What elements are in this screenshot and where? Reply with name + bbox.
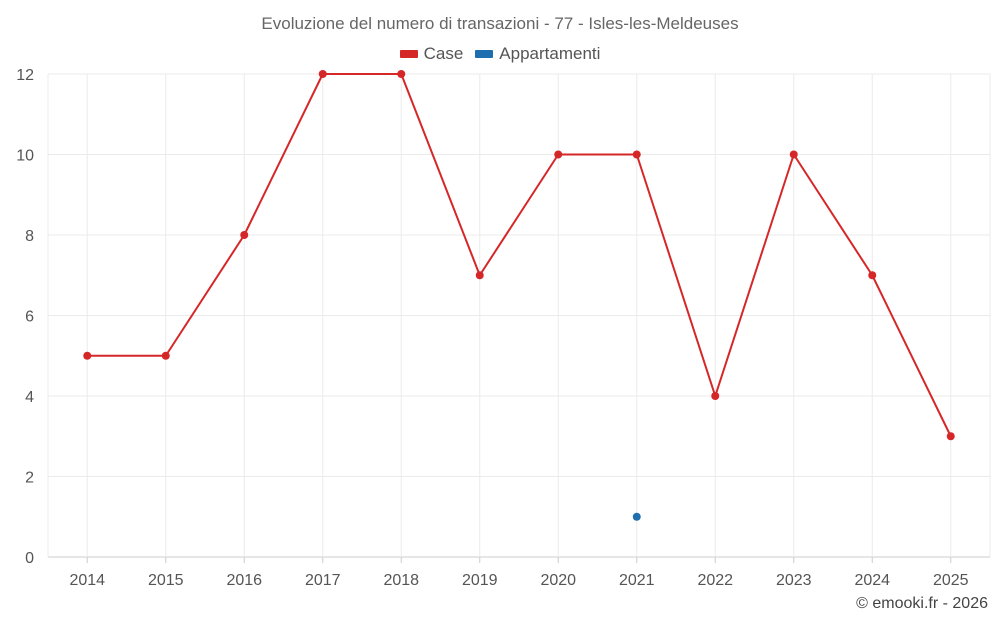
chart-legend: Case Appartamenti (0, 44, 1000, 64)
y-tick-label: 0 (25, 550, 34, 567)
legend-item-appartamenti[interactable]: Appartamenti (475, 44, 600, 64)
x-tick-label: 2021 (619, 572, 655, 589)
x-tick-label: 2019 (462, 572, 498, 589)
data-point-case-2020 (554, 150, 563, 159)
data-point-case-2014 (83, 351, 92, 360)
x-tick-label: 2018 (383, 572, 419, 589)
x-tick-label: 2015 (148, 572, 184, 589)
x-tick-label: 2017 (305, 572, 341, 589)
y-tick-label: 4 (25, 389, 34, 406)
x-tick-label: 2022 (697, 572, 733, 589)
data-point-case-2018 (397, 70, 406, 78)
legend-swatch-case (399, 50, 418, 58)
x-tick-label: 2024 (854, 572, 890, 589)
x-tick-label: 2025 (933, 572, 969, 589)
data-point-case-2017 (318, 70, 327, 78)
data-point-case-2016 (240, 231, 249, 239)
credit-text: © emooki.fr - 2026 (856, 595, 988, 612)
y-tick-label: 12 (16, 67, 34, 84)
data-point-case-2025 (946, 432, 955, 441)
data-point-case-2022 (711, 392, 720, 400)
data-point-case-2024 (868, 271, 877, 280)
x-tick-label: 2023 (776, 572, 812, 589)
y-tick-label: 10 (16, 148, 34, 165)
legend-label-appartamenti: Appartamenti (499, 44, 601, 63)
data-point-case-2019 (475, 271, 484, 280)
data-point-case-2023 (789, 150, 798, 159)
x-tick-label: 2016 (226, 572, 262, 589)
y-tick-label: 8 (25, 228, 34, 245)
x-tick-label: 2014 (69, 572, 105, 589)
x-tick-label: 2020 (540, 572, 576, 589)
series-line-case (87, 73, 952, 437)
data-point-case-2015 (161, 351, 170, 360)
data-point-appartamenti-2021 (632, 512, 641, 521)
data-point-case-2021 (632, 150, 641, 159)
legend-label-case: Case (423, 44, 464, 63)
legend-item-case[interactable]: Case (399, 44, 464, 64)
chart-title: Evoluzione del numero di transazioni - 7… (261, 14, 739, 33)
y-tick-label: 6 (25, 309, 34, 326)
y-tick-label: 2 (25, 470, 34, 487)
legend-swatch-appartamenti (475, 50, 494, 58)
